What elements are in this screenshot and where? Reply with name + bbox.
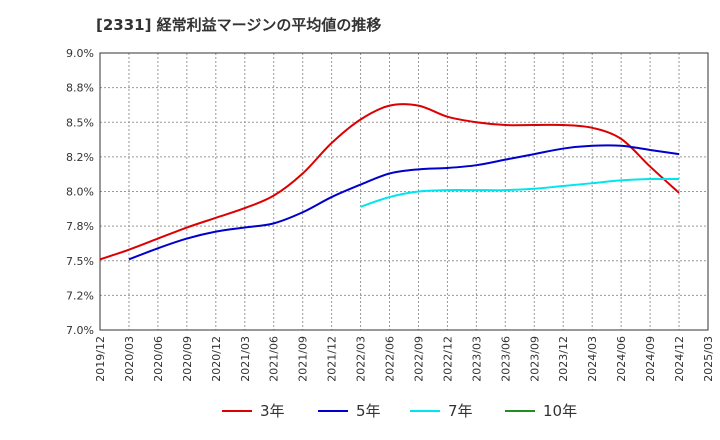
legend-item: 3年 <box>222 400 285 421</box>
x-tick-label: 2024/03 <box>586 336 599 382</box>
y-tick-label: 7.5% <box>66 255 94 268</box>
x-tick-label: 2024/12 <box>673 336 686 382</box>
y-tick-label: 8.0% <box>66 186 94 199</box>
y-tick-label: 8.5% <box>66 116 94 129</box>
legend-item: 7年 <box>410 400 473 421</box>
legend: 3年 5年 7年 10年 <box>0 400 720 430</box>
legend-swatch <box>505 409 535 412</box>
x-tick-label: 2020/06 <box>152 336 165 382</box>
x-tick-label: 2025/03 <box>702 336 715 382</box>
x-tick-label: 2020/12 <box>210 336 223 382</box>
x-tick-label: 2021/09 <box>297 336 310 382</box>
x-tick-label: 2022/09 <box>412 336 425 382</box>
legend-swatch <box>318 409 348 412</box>
x-tick-label: 2024/09 <box>644 336 657 382</box>
plot-frame <box>99 52 709 331</box>
legend-item: 10年 <box>505 400 577 421</box>
y-tick-label: 8.8% <box>66 82 94 95</box>
x-tick-label: 2020/03 <box>123 336 136 382</box>
legend-label: 7年 <box>448 402 473 420</box>
y-tick-label: 9.0% <box>66 47 94 60</box>
x-tick-label: 2023/06 <box>499 336 512 382</box>
x-tick-label: 2022/03 <box>355 336 368 382</box>
legend-item: 5年 <box>318 400 381 421</box>
x-tick-label: 2022/06 <box>384 336 397 382</box>
x-tick-label: 2022/12 <box>441 336 454 382</box>
chart-title: [2331] 経常利益マージンの平均値の推移 <box>96 16 382 34</box>
x-tick-label: 2021/03 <box>239 336 252 382</box>
series-line-3 <box>360 177 680 208</box>
x-tick-label: 2023/09 <box>528 336 541 382</box>
x-tick-label: 2021/06 <box>268 336 281 382</box>
legend-swatch <box>410 409 440 412</box>
legend-label: 3年 <box>260 402 285 420</box>
legend-label: 5年 <box>356 402 381 420</box>
x-tick-label: 2020/09 <box>181 336 194 382</box>
series-line-1 <box>99 103 680 261</box>
y-tick-label: 7.0% <box>66 324 94 337</box>
series-line-2 <box>128 144 680 261</box>
legend-label: 10年 <box>543 402 578 420</box>
x-tick-label: 2024/06 <box>615 336 628 382</box>
y-tick-label: 8.2% <box>66 151 94 164</box>
y-tick-label: 7.8% <box>66 220 94 233</box>
x-tick-label: 2023/12 <box>557 336 570 382</box>
legend-swatch <box>222 409 252 412</box>
x-tick-label: 2021/12 <box>326 336 339 382</box>
x-tick-label: 2023/03 <box>470 336 483 382</box>
y-tick-label: 7.2% <box>66 289 94 302</box>
x-tick-label: 2019/12 <box>94 336 107 382</box>
